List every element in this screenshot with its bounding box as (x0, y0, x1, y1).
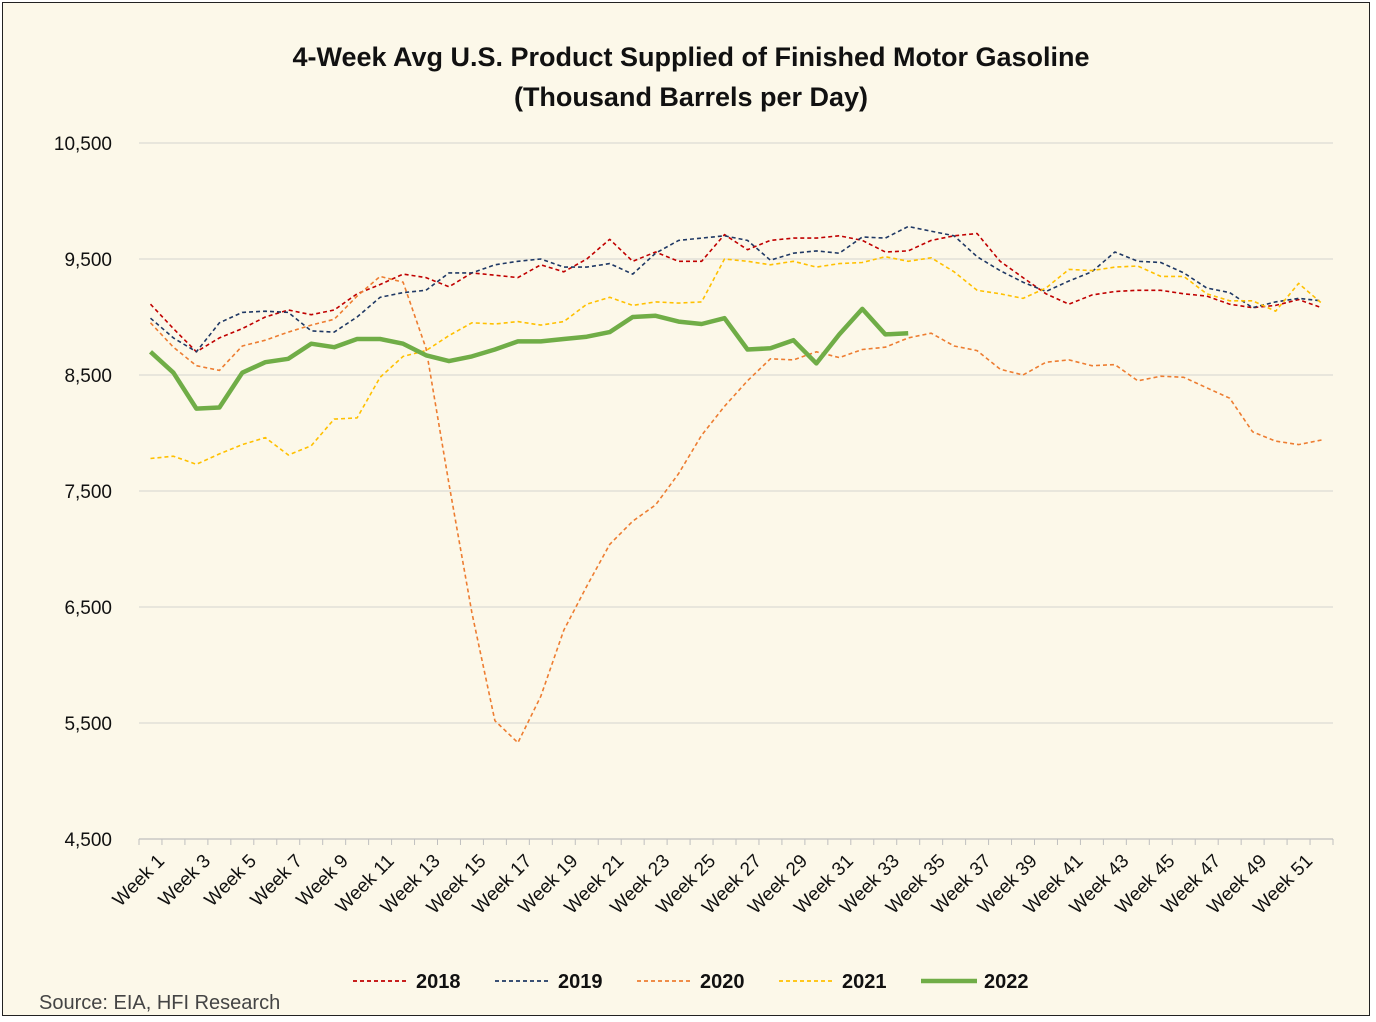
series-line-2022 (148, 306, 909, 411)
y-tick-label: 6,500 (64, 598, 112, 619)
chart-title: 4-Week Avg U.S. Product Supplied of Fini… (292, 42, 1089, 72)
series-line-2018 (149, 232, 1322, 353)
line-chart: 4-Week Avg U.S. Product Supplied of Fini… (39, 42, 1334, 1014)
legend-label-2020: 2020 (700, 971, 745, 993)
gridlines (139, 142, 1333, 840)
legend-label-2021: 2021 (842, 971, 887, 993)
series-line-2021 (150, 255, 1323, 466)
y-tick-label: 4,500 (64, 830, 112, 851)
y-tick-label: 8,500 (64, 366, 112, 387)
chart-subtitle: (Thousand Barrels per Day) (514, 82, 868, 112)
y-tick-label: 7,500 (64, 482, 112, 503)
series-line-2019 (149, 225, 1322, 353)
y-tick-label: 10,500 (54, 134, 112, 155)
y-tick-label: 5,500 (64, 714, 112, 735)
series-lines (148, 225, 1323, 744)
series-line-2020 (149, 275, 1322, 744)
y-axis-ticks: 4,500 5,500 6,500 7,500 8,500 9,500 10,500 (54, 134, 112, 851)
y-tick-label: 9,500 (64, 250, 112, 271)
legend-label-2022: 2022 (984, 971, 1029, 993)
legend-label-2018: 2018 (416, 971, 461, 993)
legend-label-2019: 2019 (558, 971, 603, 993)
source-note: Source: EIA, HFI Research (39, 992, 280, 1014)
legend: 2018 2019 2020 2021 2022 (353, 971, 1029, 993)
